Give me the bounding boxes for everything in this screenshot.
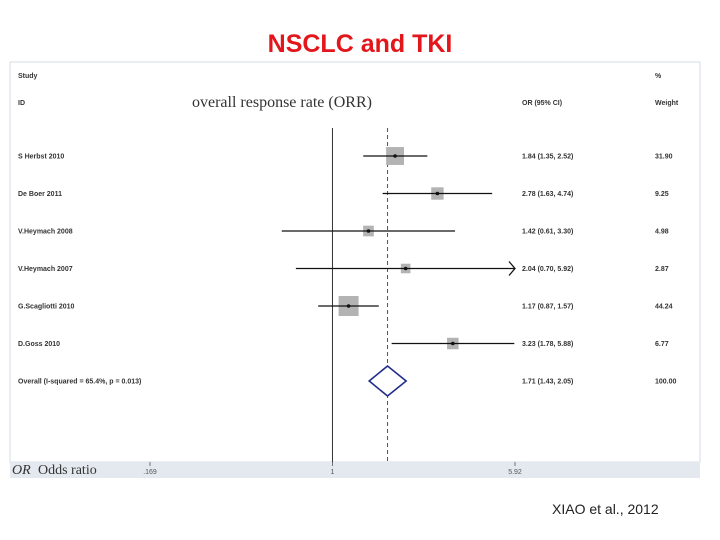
study-id: V.Heymach 2007 xyxy=(18,266,73,273)
study-or-ci: 1.42 (0.61, 3.30) xyxy=(522,229,573,236)
study-id: De Boer 2011 xyxy=(18,191,62,198)
overall-weight: 100.00 xyxy=(655,379,677,386)
header-percent: % xyxy=(655,73,662,80)
tick-label: 5.92 xyxy=(508,469,522,476)
study-weight: 4.98 xyxy=(655,229,669,236)
header-id: ID xyxy=(18,100,25,107)
study-row: De Boer 2011 2.78 (1.63, 4.74) 9.25 xyxy=(18,187,669,200)
point-estimate xyxy=(435,191,440,196)
plot-frame xyxy=(9,61,701,463)
study-or-ci: 2.04 (0.70, 5.92) xyxy=(522,266,573,273)
study-or-ci: 1.17 (0.87, 1.57) xyxy=(522,304,573,311)
header-or-ci: OR (95% CI) xyxy=(522,100,562,107)
slide-title: NSCLC and TKI xyxy=(267,30,453,58)
study-id: G.Scagliotti 2010 xyxy=(18,304,75,311)
overall-or-ci: 1.71 (1.43, 2.05) xyxy=(522,379,573,386)
tick-label: 1 xyxy=(331,469,335,476)
study-weight: 31.90 xyxy=(655,154,673,161)
point-estimate xyxy=(393,154,397,158)
study-id: S Herbst 2010 xyxy=(18,154,64,161)
study-row: G.Scagliotti 2010 1.17 (0.87, 1.57) 44.24 xyxy=(18,296,673,316)
study-id: V.Heymach 2008 xyxy=(18,229,73,236)
point-estimate xyxy=(451,341,455,346)
study-weight: 9.25 xyxy=(655,191,669,198)
study-row: V.Heymach 2007 2.04 (0.70, 5.92) 2.87 xyxy=(18,261,669,276)
study-weight: 2.87 xyxy=(655,266,669,273)
point-estimate xyxy=(366,229,371,233)
ci-arrow xyxy=(508,261,516,276)
chart-title: overall response rate (ORR) xyxy=(192,94,372,111)
tick-label: .169 xyxy=(143,469,157,476)
study-or-ci: 2.78 (1.63, 4.74) xyxy=(522,191,573,198)
study-row: D.Goss 2010 3.23 (1.78, 5.88) 6.77 xyxy=(18,337,669,350)
study-or-ci: 1.84 (1.35, 2.52) xyxy=(522,154,573,161)
overall-row: Overall (I-squared = 65.4%, p = 0.013) 1.… xyxy=(18,364,677,398)
study-id: D.Goss 2010 xyxy=(18,341,60,348)
point-estimate xyxy=(403,266,408,271)
header-study: Study xyxy=(18,73,38,80)
study-row: S Herbst 2010 1.84 (1.35, 2.52) 31.90 xyxy=(18,147,673,165)
header-weight: Weight xyxy=(655,100,679,107)
xlabel-or: OR xyxy=(12,463,31,478)
study-or-ci: 3.23 (1.78, 5.88) xyxy=(522,341,573,348)
overall-diamond xyxy=(367,364,408,398)
overall-label: Overall (I-squared = 65.4%, p = 0.013) xyxy=(18,379,141,386)
study-row: V.Heymach 2008 1.42 (0.61, 3.30) 4.98 xyxy=(18,225,669,237)
study-weight: 44.24 xyxy=(655,304,673,311)
axis-band xyxy=(10,462,700,478)
xlabel: Odds ratio xyxy=(38,463,97,478)
study-weight: 6.77 xyxy=(655,341,669,348)
citation: XIAO et al., 2012 xyxy=(552,501,659,517)
point-estimate xyxy=(346,304,351,308)
